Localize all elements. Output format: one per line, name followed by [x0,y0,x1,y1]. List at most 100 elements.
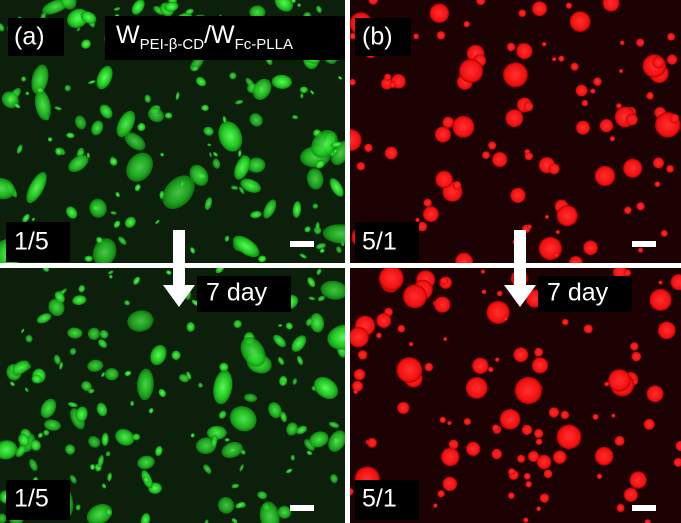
particle [553,450,566,463]
particle [582,100,589,107]
particle [437,490,444,497]
particle [611,414,615,418]
particle [570,11,591,32]
particle [636,38,644,46]
particle [667,54,677,64]
particle [566,3,572,9]
particle [534,348,543,357]
particle [376,333,382,339]
particle [440,417,446,423]
particle [616,504,624,512]
particle [105,368,119,380]
particle [584,324,593,333]
time-label: 7 day [206,279,268,307]
particle [630,471,647,488]
particle [556,230,560,234]
particle [497,291,503,297]
particle [552,57,556,61]
particle [532,357,548,373]
particle [464,418,471,425]
scale-bar [290,505,314,511]
particle [597,474,602,479]
particle [415,218,419,222]
particle [528,451,539,462]
particle [390,82,396,88]
particle [384,74,391,81]
particle [503,62,528,87]
particle [455,253,473,271]
particle [508,492,515,499]
particle [626,114,638,126]
particle [620,40,625,45]
particle [435,171,452,188]
ratio-label: 1/5 [14,485,49,513]
particle [367,438,377,448]
particle [524,473,531,480]
particle [569,256,583,270]
particle [409,342,413,346]
particle [504,317,508,321]
particle [433,503,437,507]
particle [576,121,590,135]
particle [488,367,493,372]
particle [532,1,547,16]
particle [653,157,664,168]
particle [500,409,521,430]
particle [608,369,630,391]
particle [658,281,662,285]
particle [523,517,528,522]
particle [638,247,643,252]
particle [440,277,448,285]
particle [539,237,562,260]
particle [615,436,625,446]
particle [522,425,532,435]
scale-bar [290,241,314,247]
particle [515,377,542,404]
particle [630,342,639,351]
particle [647,385,664,402]
particle [658,321,676,339]
particle [624,269,631,276]
particle [347,488,354,495]
particle [482,151,490,159]
particle [670,114,679,123]
particle [590,88,595,93]
particle [466,442,480,456]
ratio-label: 5/1 [362,228,397,256]
particle [447,421,451,425]
panel-label: (b) [362,23,393,51]
particle [537,455,551,469]
particle [513,347,528,362]
particle [349,79,356,86]
particle [492,424,499,431]
particle [364,144,372,152]
particle [610,136,615,141]
particle [536,506,541,511]
particle [562,319,569,326]
particle [423,206,439,222]
particle [358,350,367,359]
particle [424,199,432,207]
figure: (a) WPEI-β-CD/WFc-PLLA (b) 1/5 5/1 1/5 5… [0,0,681,523]
particle [437,31,446,40]
particle [517,455,525,463]
time-label: 7 day [547,279,609,307]
particle [397,402,409,414]
particle [544,469,553,478]
particle [557,205,578,226]
particle [85,256,93,262]
particle [481,270,485,274]
particle [667,33,675,41]
particle [354,369,365,380]
particle [540,493,549,502]
particle [655,181,661,187]
particle [466,377,488,399]
particle [604,382,609,387]
particle [518,9,526,17]
particle [434,296,450,312]
particle [430,3,449,22]
particle [510,188,525,203]
particle [557,425,582,450]
particle [482,289,487,294]
particle [357,162,365,170]
